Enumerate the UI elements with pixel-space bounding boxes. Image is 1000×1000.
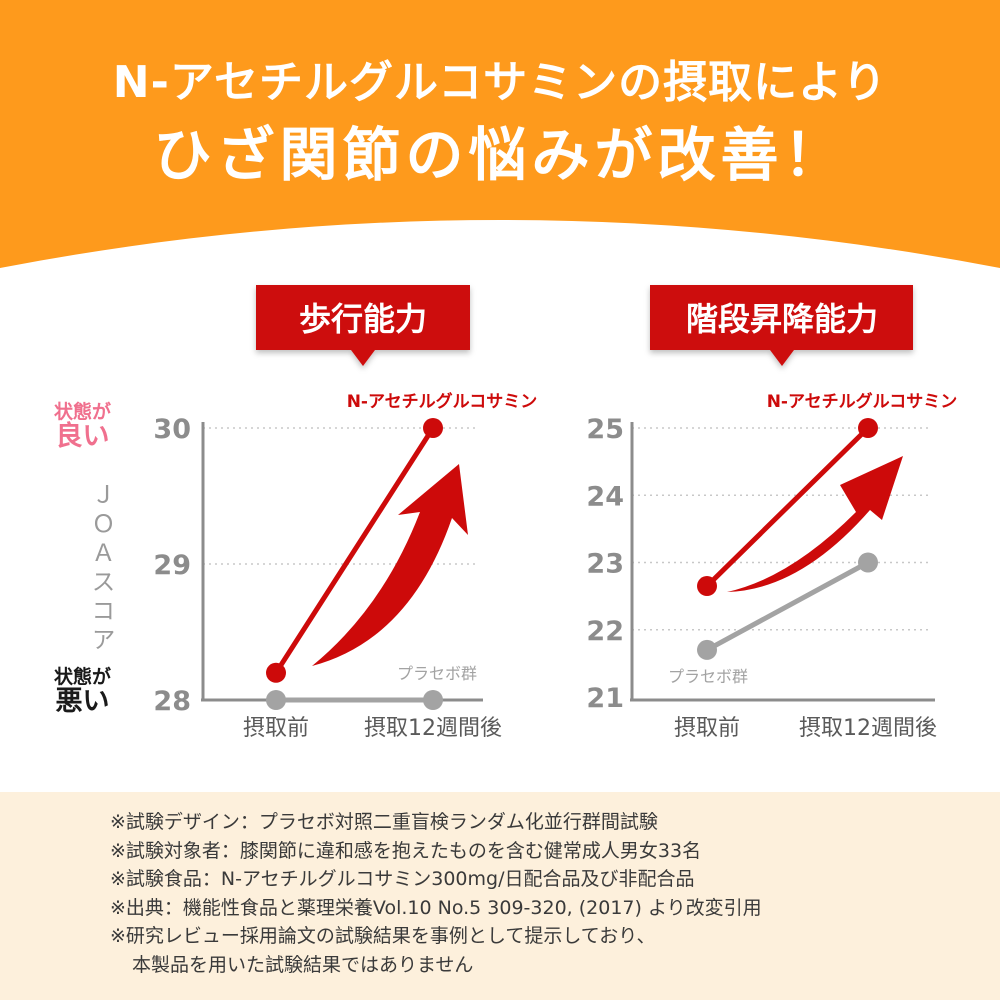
chart2-y-tick-22: 22 — [586, 616, 624, 647]
chart1-y-ticks: 28 29 30 — [153, 414, 191, 717]
note-disclaimer: ※研究レビュー採用論文の試験結果を事例として提示しており、 — [110, 925, 656, 947]
chart1-nag-line — [273, 425, 436, 676]
chart1-series — [266, 418, 443, 710]
state-good-label: 状態が 良い — [54, 401, 112, 452]
chart2-trend-arrow — [727, 456, 903, 592]
headline-line2: ひざ関節の悩みが改善！ — [153, 121, 847, 189]
chart2-x-categories: 摂取前 摂取12週間後 — [674, 716, 937, 741]
header-banner — [0, 0, 1000, 268]
state-good-big: 良い — [55, 420, 110, 452]
chart2-x-category-1: 摂取12週間後 — [799, 716, 937, 741]
chart1-trend-arrow — [312, 464, 468, 666]
chart1-y-tick-30: 30 — [153, 414, 191, 445]
chart1-series-label-placebo: プラセボ群 — [397, 664, 477, 683]
chart1-x-category-1: 摂取12週間後 — [364, 716, 502, 741]
note-food: ※試験食品：N-アセチルグルコサミン300mg/日配合品及び非配合品 — [110, 868, 695, 890]
chart1-title: 歩行能力 — [299, 300, 427, 338]
chart1-y-tick-29: 29 — [153, 550, 191, 581]
chart2-placebo-line — [704, 560, 871, 653]
headline-line1: N-アセチルグルコサミンの摂取により — [112, 57, 888, 108]
chart2-y-tick-21: 21 — [586, 683, 624, 714]
chart2-callout-box — [650, 285, 913, 366]
chart1-y-tick-28: 28 — [153, 686, 191, 717]
chart2-nag-point-1 — [858, 418, 878, 438]
state-bad-label: 状態が 悪い — [54, 666, 112, 717]
chart2-nag-line — [704, 425, 871, 589]
note-source: ※出典：機能性食品と薬理栄養Vol.10 No.5 309-320, (2017… — [110, 896, 762, 919]
chart2-nag-point-0 — [697, 576, 717, 597]
chart1-placebo-point-0 — [266, 690, 286, 710]
chart1-x-category-0: 摂取前 — [243, 716, 309, 741]
chart2-title-callout: 階段昇降能力 — [650, 285, 913, 366]
chart2-gridlines — [632, 427, 930, 631]
chart2-placebo-point-0 — [697, 639, 717, 660]
chart2-y-tick-23: 23 — [586, 549, 624, 580]
chart1-nag-point-1 — [423, 418, 443, 438]
chart1-placebo-point-1 — [423, 690, 443, 710]
chart1-title-callout: 歩行能力 — [256, 285, 470, 366]
chart2-placebo-point-1 — [858, 552, 878, 573]
chart2-series-label-placebo: プラセボ群 — [668, 667, 748, 686]
note-disclaimer-cont: 本製品を用いた試験結果ではありません — [132, 953, 474, 976]
state-good-small: 状態が — [54, 401, 112, 423]
note-design: ※試験デザイン：プラセボ対照二重盲検ランダム化並行群間試験 — [110, 811, 658, 833]
chart1-axes — [201, 422, 483, 702]
chart1-x-categories: 摂取前 摂取12週間後 — [243, 716, 502, 741]
comparison-charts: 歩行能力 階段昇降能力 28 29 30 摂取前 摂取12週間後 N-アセチルグルコサ… — [153, 285, 958, 741]
chart2-y-tick-24: 24 — [586, 481, 624, 512]
study-notes: ※試験デザイン：プラセボ対照二重盲検ランダム化並行群間試験 ※試験対象者：膝関節… — [0, 792, 1000, 1000]
chart2-y-tick-25: 25 — [586, 414, 624, 445]
chart2-title: 階段昇降能力 — [686, 300, 878, 338]
chart2-series — [697, 418, 878, 660]
joa-score-axis-label: ＪＯＡスコア — [87, 482, 115, 656]
chart2-y-ticks: 21 22 23 24 25 — [586, 414, 624, 714]
chart1-callout-box — [256, 285, 470, 366]
state-bad-big: 悪い — [55, 685, 110, 717]
chart1-nag-point-0 — [266, 662, 286, 683]
chart2-series-label-nag: N-アセチルグルコサミン — [767, 391, 958, 412]
chart1-series-label-nag: N-アセチルグルコサミン — [347, 391, 538, 412]
chart2-x-category-0: 摂取前 — [674, 716, 740, 741]
state-bad-small: 状態が — [54, 666, 112, 688]
note-subjects: ※試験対象者：膝関節に違和感を抱えたものを含む健常成人男女33名 — [110, 839, 702, 862]
chart2-axes — [630, 422, 935, 702]
